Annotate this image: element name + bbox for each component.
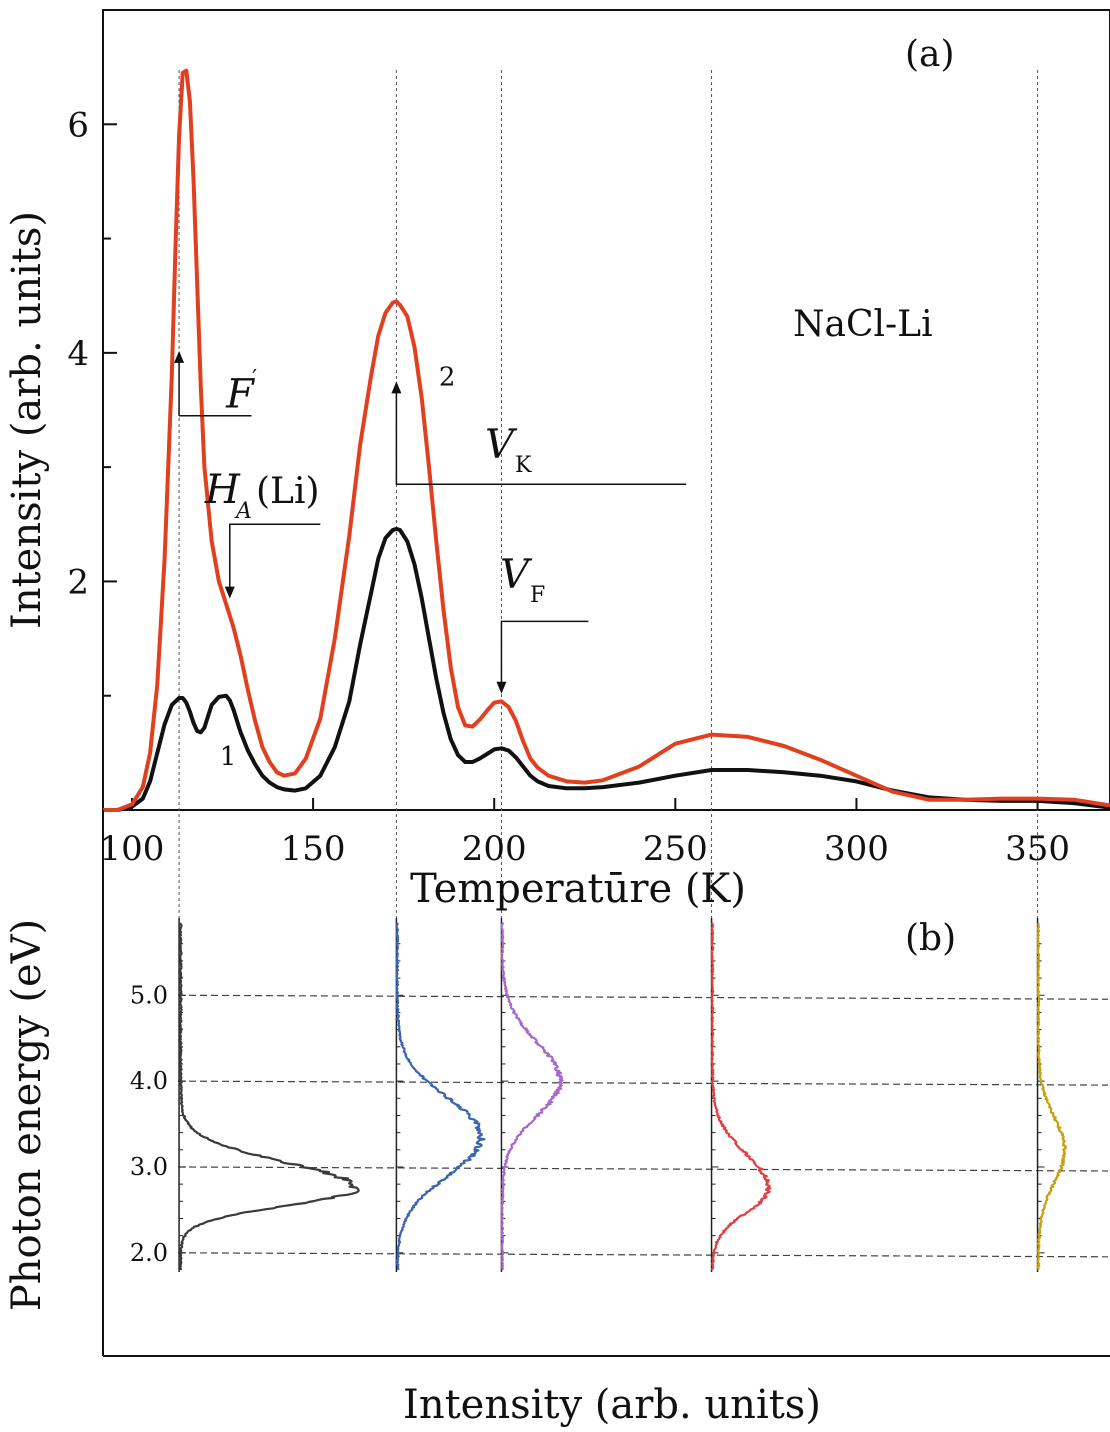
y-axis-title-b: Photon energy (eV) <box>4 919 50 1311</box>
x-tick-label: 250 <box>643 829 708 869</box>
energy-guide-line <box>177 994 1109 1000</box>
vk-subscript: K <box>515 453 532 478</box>
vk-label: V <box>485 422 518 468</box>
vk-arrow-shaft <box>395 392 687 486</box>
ha-label: H <box>204 467 241 513</box>
spectrum-350K <box>1036 922 1067 1271</box>
x-tick-label: 100 <box>100 829 165 869</box>
y-tick-label: 6 <box>67 105 89 145</box>
panel-a-guides <box>178 70 1039 930</box>
x-tick-label: 150 <box>281 829 346 869</box>
curve-label-1: 1 <box>220 742 237 772</box>
spectrum-113K <box>178 922 360 1271</box>
vf-arrow-shaft <box>500 620 589 690</box>
curve-label-2: 2 <box>439 363 456 393</box>
x-axis-title-b: Intensity (arb. units) <box>403 1382 821 1428</box>
energy-tick-label: 2.0 <box>130 1239 168 1267</box>
energy-tick-label: 5.0 <box>130 981 168 1009</box>
y-tick-label: 2 <box>67 562 89 602</box>
panel-b-tag: (b) <box>905 918 956 959</box>
energy-tick-label: 4.0 <box>130 1067 168 1095</box>
panel-b-spectra <box>178 918 1067 1272</box>
x-tick-label: 200 <box>462 829 527 869</box>
ha-arrowhead <box>224 586 235 599</box>
sample-label: NaCl-Li <box>793 304 933 345</box>
spectrum-173K <box>395 922 486 1271</box>
y-axis-title-a: Intensity (arb. units) <box>4 211 50 629</box>
panel-a-frame <box>102 9 1110 811</box>
glow-curve-2 <box>103 68 1110 812</box>
f-prime-label: F <box>225 372 255 418</box>
energy-guide-line <box>177 1166 1109 1172</box>
vf-arrowhead <box>496 681 507 694</box>
energy-tick-label: 3.0 <box>130 1153 168 1181</box>
panel-a-tag: (a) <box>905 34 955 75</box>
ha-suffix: (Li) <box>256 471 320 512</box>
y-tick-label: 4 <box>67 334 89 374</box>
ha-arrow-shaft <box>229 523 321 588</box>
panel-a-annotations: F′HA (Li)V KV F <box>174 350 687 694</box>
f-prime-arrowhead <box>174 350 185 363</box>
vf-label: V <box>500 552 533 598</box>
panel-b-energy-guides: 2.0 3.0 4.0 5.0 <box>130 981 1109 1267</box>
x-tick-label: 350 <box>1005 829 1070 869</box>
vf-subscript: F <box>530 583 545 608</box>
x-tick-label: 300 <box>824 829 889 869</box>
spectrum-202K <box>500 921 564 1271</box>
panel-a-curves: 12 <box>103 68 1110 812</box>
energy-guide-line <box>177 1252 1109 1258</box>
spectrum-260K <box>710 922 772 1271</box>
panel-b: 2.0 3.0 4.0 5.0 (b) Photon energy (eV) Inte… <box>4 810 1110 1428</box>
vk-arrowhead <box>391 381 402 394</box>
energy-guide-line <box>177 1080 1109 1086</box>
glow-curve-1 <box>103 526 1110 812</box>
panel-a-ticks: 2 4 6 100 150 200 250 300 350 <box>67 105 1070 869</box>
f-prime-mark: ′ <box>252 367 257 392</box>
ha-subscript: A <box>234 499 252 524</box>
x-axis-title-a: Temperatūre (K) <box>410 866 746 912</box>
